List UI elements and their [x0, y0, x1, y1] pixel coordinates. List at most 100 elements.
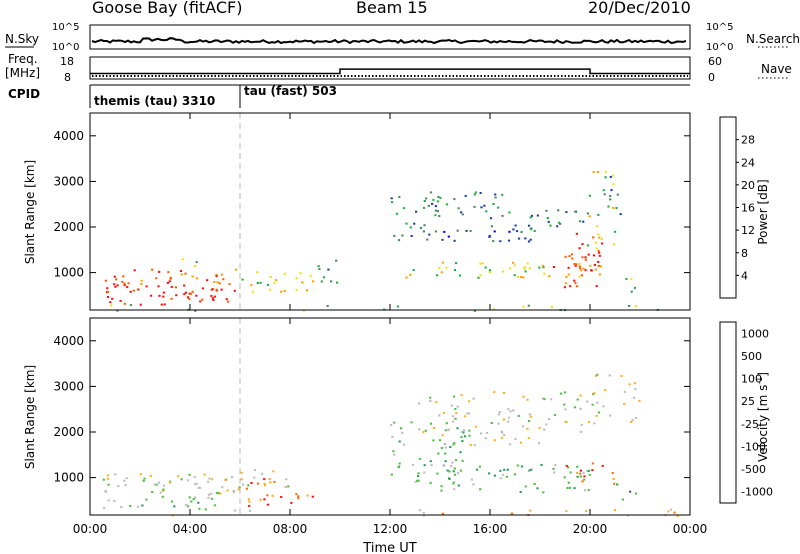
velocity-cell	[161, 495, 164, 498]
velocity-cell	[391, 435, 394, 438]
velocity-cell	[153, 483, 156, 486]
velocity-cell	[631, 419, 634, 422]
power-cell	[215, 273, 218, 276]
velocity-cell	[467, 412, 470, 415]
power-scatter	[104, 170, 659, 312]
x-tick-label: 16:00	[473, 522, 508, 536]
velocity-cell	[423, 471, 426, 474]
power-cell	[465, 229, 468, 232]
power-cell	[184, 272, 187, 275]
velocity-cell	[418, 428, 421, 431]
date-title: 20/Dec/2010	[588, 0, 691, 17]
velocity-cell	[579, 394, 582, 397]
cpid-segment-label: themis (tau) 3310	[94, 94, 215, 108]
power-cell	[578, 262, 581, 265]
velocity-cell	[490, 422, 493, 424]
power-cell	[589, 264, 592, 267]
power-x-ticks	[89, 113, 691, 310]
power-cell	[225, 298, 228, 301]
power-cell	[434, 209, 438, 212]
power-cell	[615, 207, 618, 209]
power-cell	[191, 290, 194, 293]
velocity-cell	[573, 406, 577, 409]
x-tick-label: 00:00	[673, 522, 708, 536]
cpid-segment-label: tau (fast) 503	[244, 84, 337, 98]
power-cell	[558, 221, 561, 224]
velocity-cell	[306, 494, 309, 497]
velocity-cell	[472, 483, 475, 486]
velocity-cell	[450, 404, 453, 407]
velocity-cell	[256, 482, 259, 485]
power-cell	[578, 247, 581, 250]
velocity-cell	[159, 491, 162, 494]
power-cell	[188, 292, 191, 295]
velocity-cell	[432, 427, 436, 429]
power-cell	[158, 270, 161, 273]
velocity-cell	[400, 427, 403, 430]
velocity-cell	[414, 480, 417, 483]
power-cell	[317, 265, 320, 268]
power-cell	[170, 297, 173, 300]
velocity-cell	[204, 508, 207, 511]
power-cell	[598, 254, 601, 257]
power-cell	[175, 294, 178, 297]
power-cell	[133, 269, 136, 272]
velocity-cell	[459, 469, 462, 472]
velocity-cell	[673, 511, 676, 514]
velocity-cell	[208, 477, 211, 480]
x-axis-label: Time UT	[362, 541, 416, 554]
velocity-cell	[188, 496, 191, 499]
power-cell	[575, 285, 579, 288]
velocity-cell	[456, 427, 459, 430]
power-cell	[628, 305, 631, 307]
power-cell	[564, 255, 567, 258]
power-cell	[113, 275, 116, 278]
power-cell	[501, 270, 505, 273]
power-cell	[508, 267, 512, 270]
power-cell	[581, 243, 584, 246]
velocity-cell	[524, 485, 527, 488]
velocity-cell	[192, 498, 195, 501]
power-cell	[193, 264, 196, 267]
power-cell	[443, 230, 446, 233]
velocity-cell	[114, 473, 117, 476]
power-cell	[327, 268, 330, 271]
velocity-cell	[612, 478, 615, 480]
power-cell	[233, 289, 236, 292]
x-tick-label: 08:00	[273, 522, 308, 536]
power-cell	[598, 236, 601, 239]
velocity-cell	[526, 427, 529, 430]
power-cell	[151, 268, 154, 271]
power-cell	[507, 239, 511, 242]
velocity-cell	[447, 429, 450, 432]
power-cell	[453, 198, 456, 201]
velocity-cell	[628, 383, 631, 386]
nsky-top-tick: 10^5	[52, 22, 79, 33]
velocity-cell	[248, 504, 251, 507]
power-cell	[402, 207, 405, 210]
power-cell	[439, 196, 442, 199]
velocity-cell	[564, 391, 567, 394]
velocity-cell	[528, 469, 531, 472]
power-cell	[612, 183, 615, 186]
velocity-cell	[151, 491, 154, 493]
velocity-cell	[667, 510, 670, 513]
power-cell	[194, 309, 197, 312]
velocity-cell	[527, 437, 530, 440]
power-cell	[137, 288, 140, 291]
velocity-cell	[461, 459, 464, 462]
velocity-cell	[106, 477, 109, 480]
power-cell	[590, 269, 593, 272]
power-cell	[543, 272, 546, 275]
velocity-cell	[193, 496, 197, 499]
power-cell	[464, 194, 467, 197]
velocity-cell	[512, 409, 515, 412]
velocity-cell	[507, 416, 510, 419]
power-cell	[436, 210, 439, 213]
power-cell	[520, 231, 523, 233]
velocity-cell	[579, 472, 582, 475]
power-cell	[179, 270, 183, 272]
velocity-cell	[195, 482, 198, 485]
velocity-cell	[398, 462, 401, 465]
velocity-cell	[271, 494, 274, 497]
